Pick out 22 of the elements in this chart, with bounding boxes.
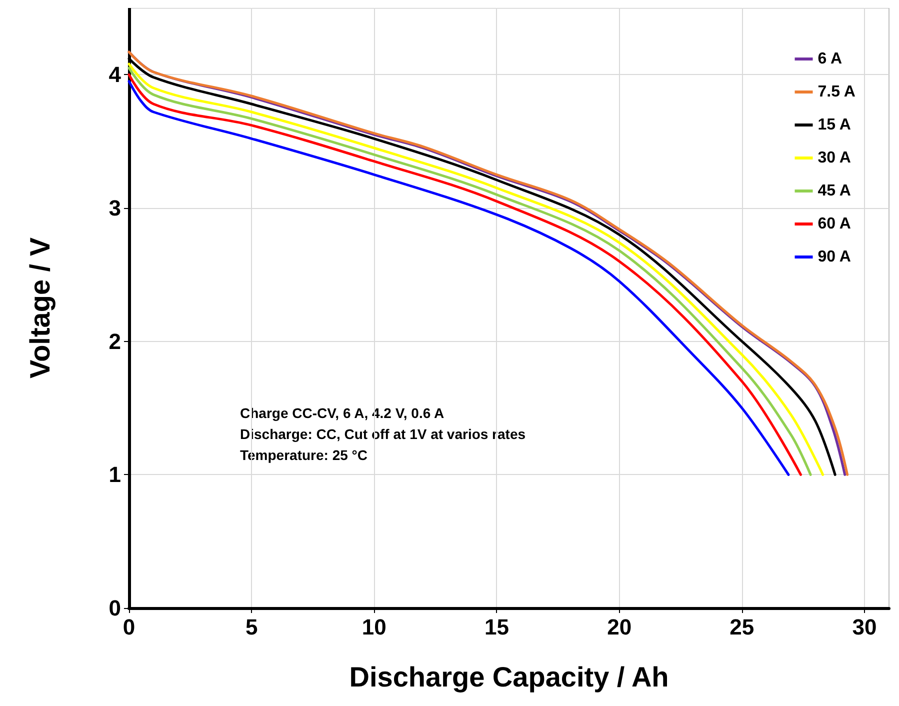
legend-label: 7.5 A [818,84,856,100]
legend-label: 15 A [818,116,852,134]
legend-label: 6 A [818,50,843,68]
x-axis-title: Discharge Capacity / Ah [349,662,669,692]
y-tick-label: 4 [108,62,122,88]
legend-label: 60 A [818,216,852,232]
x-tick-label: 10 [362,614,386,640]
x-tick-label: 15 [484,614,509,640]
annotation: Temperature: 25 °C [240,447,368,463]
y-tick-label: 0 [108,596,121,620]
x-tick-label: 30 [852,614,877,640]
x-tick-label: 5 [245,614,258,640]
x-tick-label: 20 [607,614,632,640]
y-tick-label: 1 [108,462,121,488]
y-tick-label: 3 [108,196,121,220]
annotation: Discharge: CC, Cut off at 1V at varios rates [240,426,526,442]
legend-label: 30 A [818,150,852,166]
x-tick-label: 25 [730,614,754,640]
legend-label: 45 A [818,182,852,200]
y-tick-label: 2 [108,328,121,354]
legend-label: 90 A [818,248,852,266]
y-axis-title: Voltage / V [24,237,56,379]
